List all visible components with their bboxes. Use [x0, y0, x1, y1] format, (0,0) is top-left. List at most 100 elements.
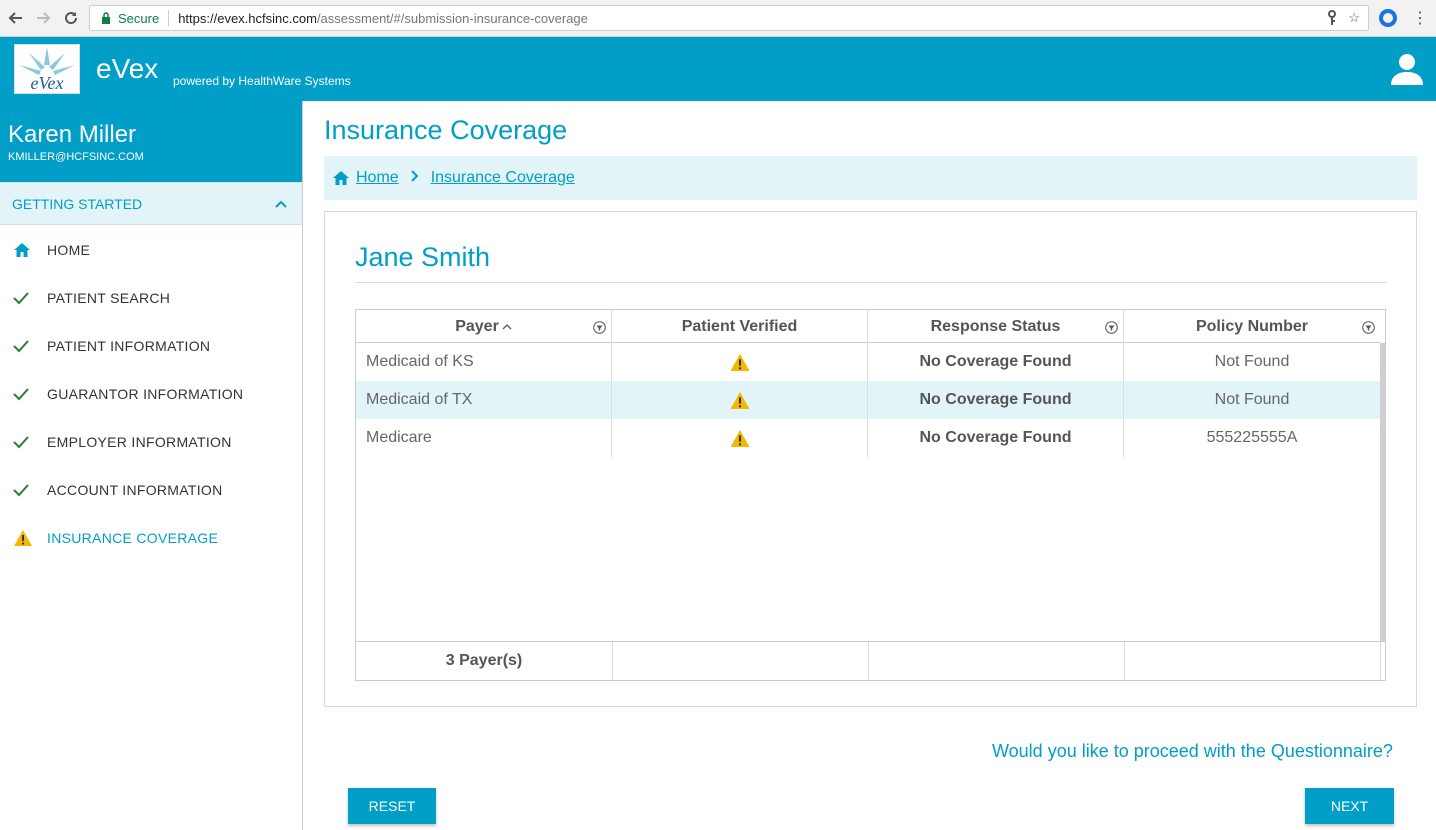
payer-cell: Medicaid of KS	[356, 343, 612, 381]
patient-name: Jane Smith	[355, 242, 491, 272]
home-icon[interactable]	[332, 170, 350, 186]
lock-icon	[100, 12, 112, 24]
url-path: /assessment/#/submission-insurance-cover…	[316, 10, 588, 26]
sidebar-item-label: ACCOUNT INFORMATION	[47, 482, 223, 498]
policy-number-cell: 555225555A	[1206, 429, 1298, 446]
table-body: Medicaid of KS No Coverage Found Not Fou…	[356, 343, 1380, 457]
check-icon	[13, 292, 29, 305]
table-footer: 3 Payer(s)	[356, 641, 1385, 680]
column-header-patient-verified[interactable]: Patient Verified	[612, 310, 868, 343]
app-name: eVex	[96, 53, 159, 84]
divider	[355, 282, 1387, 283]
warning-icon	[730, 429, 749, 447]
breadcrumb: Home Insurance Coverage	[324, 156, 1417, 200]
check-icon	[13, 484, 29, 497]
chevron-up-icon[interactable]	[274, 196, 288, 212]
policy-number-cell: Not Found	[1214, 353, 1290, 370]
column-label: Patient Verified	[681, 317, 798, 335]
getting-started-section[interactable]: GETTING STARTED	[0, 182, 302, 225]
column-header-policy-number[interactable]: Policy Number	[1124, 310, 1380, 343]
sidebar-item-label: HOME	[47, 242, 91, 258]
warning-icon	[14, 530, 32, 546]
url-divider	[168, 10, 170, 26]
warning-icon	[730, 353, 749, 371]
main-content: Insurance Coverage Home Insurance Covera…	[303, 101, 1436, 830]
extension-icon[interactable]	[1379, 9, 1397, 27]
response-status-cell: No Coverage Found	[868, 419, 1124, 457]
table-header: Payer Patient Verified Response Status P…	[356, 310, 1380, 343]
url-host: https://evex.hcfsinc.com	[178, 10, 317, 26]
user-name: Karen Miller	[8, 121, 137, 148]
footer-cell	[869, 642, 1125, 680]
sidebar-item-label: PATIENT SEARCH	[47, 290, 171, 306]
next-button[interactable]: NEXT	[1305, 788, 1394, 824]
breadcrumb-current-link[interactable]: Insurance Coverage	[430, 169, 575, 186]
column-header-payer[interactable]: Payer	[356, 310, 612, 343]
policy-number-cell: Not Found	[1214, 391, 1290, 408]
column-label: Policy Number	[1195, 317, 1309, 335]
sidebar-item-guarantor-information[interactable]: GUARANTOR INFORMATION	[0, 370, 302, 418]
sidebar-item-patient-search[interactable]: PATIENT SEARCH	[0, 274, 302, 322]
sidebar-item-label: GUARANTOR INFORMATION	[47, 386, 244, 402]
payer-count: 3 Payer(s)	[356, 642, 613, 680]
filter-icon[interactable]	[1362, 321, 1375, 334]
column-label: Payer	[455, 317, 499, 335]
check-icon	[13, 388, 29, 401]
app-header: eVex eVex powered by HealthWare Systems	[0, 37, 1436, 101]
warning-icon	[730, 391, 749, 409]
patient-verified-cell	[612, 419, 868, 457]
sidebar-item-label: PATIENT INFORMATION	[47, 338, 211, 354]
address-bar[interactable]: Secure https://evex.hcfsinc.com/assessme…	[89, 5, 1369, 31]
sidebar: Karen Miller KMILLER@HCFSINC.COM GETTING…	[0, 101, 303, 830]
sidebar-item-home[interactable]: HOME	[0, 226, 302, 274]
section-label: GETTING STARTED	[12, 195, 143, 212]
sidebar-item-employer-information[interactable]: EMPLOYER INFORMATION	[0, 418, 302, 466]
patient-verified-cell	[612, 343, 868, 381]
browser-toolbar: Secure https://evex.hcfsinc.com/assessme…	[0, 0, 1436, 37]
sort-ascending-icon[interactable]	[502, 318, 512, 336]
filter-icon[interactable]	[1105, 321, 1118, 334]
evex-logo[interactable]: eVex	[14, 44, 80, 94]
table-row[interactable]: Medicaid of TX No Coverage Found Not Fou…	[356, 381, 1380, 419]
response-status-cell: No Coverage Found	[868, 381, 1124, 419]
payer-cell: Medicaid of TX	[356, 381, 612, 419]
reload-icon[interactable]	[61, 8, 81, 28]
sidebar-item-label: EMPLOYER INFORMATION	[47, 434, 232, 450]
filter-icon[interactable]	[593, 321, 606, 334]
sidebar-item-patient-information[interactable]: PATIENT INFORMATION	[0, 322, 302, 370]
patient-verified-cell	[612, 381, 868, 419]
back-arrow-icon[interactable]	[6, 8, 26, 28]
key-icon[interactable]	[1326, 10, 1338, 29]
payer-cell: Medicare	[356, 419, 612, 457]
check-icon	[13, 436, 29, 449]
column-label: Response Status	[930, 317, 1061, 335]
response-status-cell: No Coverage Found	[868, 343, 1124, 381]
secure-label: Secure	[118, 10, 160, 26]
forward-arrow-icon[interactable]	[33, 8, 53, 28]
table-row[interactable]: Medicare No Coverage Found 555225555A	[356, 419, 1380, 457]
sidebar-item-account-information[interactable]: ACCOUNT INFORMATION	[0, 466, 302, 514]
page-title: Insurance Coverage	[324, 115, 568, 145]
table-scrollbar[interactable]	[1380, 343, 1385, 641]
browser-menu-icon[interactable]: ⋮	[1412, 10, 1428, 27]
breadcrumb-home-link[interactable]: Home	[356, 169, 399, 186]
reset-button[interactable]: RESET	[348, 788, 436, 824]
table-row[interactable]: Medicaid of KS No Coverage Found Not Fou…	[356, 343, 1380, 381]
user-profile-icon[interactable]	[1390, 52, 1424, 86]
column-header-response-status[interactable]: Response Status	[868, 310, 1124, 343]
check-icon	[13, 340, 29, 353]
powered-by-text: powered by HealthWare Systems	[173, 74, 351, 88]
footer-cell	[613, 642, 869, 680]
user-email: KMILLER@HCFSINC.COM	[8, 151, 144, 163]
coverage-table: Payer Patient Verified Response Status P…	[355, 309, 1386, 681]
chevron-right-icon	[410, 169, 419, 187]
questionnaire-prompt[interactable]: Would you like to proceed with the Quest…	[992, 741, 1393, 761]
footer-cell	[1125, 642, 1381, 680]
scrollbar-thumb[interactable]	[1380, 343, 1385, 641]
coverage-card: Jane Smith Payer Patient Verified Respon…	[324, 211, 1417, 707]
svg-text:eVex: eVex	[31, 73, 64, 93]
user-panel: Karen Miller KMILLER@HCFSINC.COM	[0, 101, 302, 182]
sidebar-item-label: INSURANCE COVERAGE	[47, 530, 219, 546]
sidebar-item-insurance-coverage[interactable]: INSURANCE COVERAGE	[0, 514, 302, 562]
star-icon[interactable]: ☆	[1348, 10, 1360, 25]
